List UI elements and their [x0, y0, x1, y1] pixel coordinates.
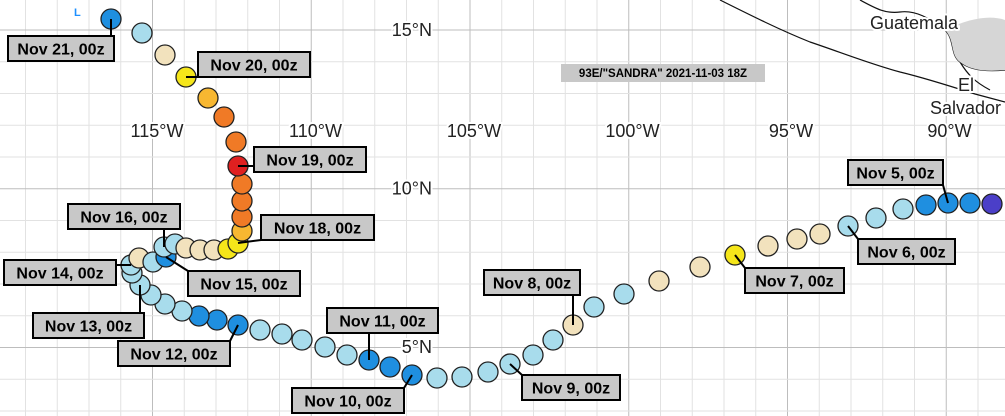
track-label: Nov 13, 00z: [45, 319, 132, 336]
track-point: [314, 336, 336, 358]
track-point: [542, 329, 564, 351]
track-point: [225, 131, 247, 153]
track-label: Nov 18, 00z: [274, 221, 361, 238]
label-box: [7, 35, 115, 62]
track-label: Nov 9, 00z: [532, 381, 610, 398]
label-box: [117, 340, 231, 367]
track-point: [451, 366, 473, 388]
track-point: [915, 194, 937, 216]
longitude-label: 100°W: [605, 121, 659, 141]
leader-line: [734, 254, 746, 269]
track-label: Nov 10, 00z: [304, 394, 391, 411]
track-label: Nov 8, 00z: [493, 276, 571, 293]
track-point: [197, 87, 219, 109]
track-label: Nov 14, 00z: [16, 266, 103, 283]
land: [945, 17, 1005, 71]
label-box: [32, 312, 145, 339]
track-point: [892, 198, 914, 220]
track-point: [379, 356, 401, 378]
label-box: [3, 259, 117, 286]
border: [959, 61, 991, 91]
track-point: [271, 323, 293, 345]
longitude-label: 115°W: [131, 121, 184, 141]
track-point: [426, 367, 448, 389]
track-label: Nov 7, 00z: [755, 274, 833, 291]
track-label: Nov 16, 00z: [80, 210, 167, 227]
track-labels: Nov 21, 00z Nov 20, 00z Nov 19, 00z Nov 18,…: [3, 19, 956, 414]
track-point: [583, 296, 605, 318]
track-point: [522, 344, 544, 366]
land-shading: [945, 17, 1005, 71]
longitude-label: 95°W: [769, 121, 813, 141]
track-label: Nov 19, 00z: [266, 153, 353, 170]
track-label: Nov 21, 00z: [17, 42, 104, 59]
label-box: [483, 269, 581, 296]
track-label: Nov 12, 00z: [130, 347, 217, 364]
track-point: [213, 106, 235, 128]
leader-line: [165, 256, 189, 272]
coastline: [719, 0, 1005, 103]
track-point: [959, 192, 981, 214]
track-label: Nov 15, 00z: [200, 277, 287, 294]
leader-line: [237, 239, 262, 244]
track-point: [981, 193, 1003, 215]
title-box: 93E/"SANDRA" 2021-11-03 18Z: [561, 64, 765, 82]
track-label: Nov 20, 00z: [210, 58, 297, 75]
country-label: El: [958, 75, 974, 95]
track-point: [249, 319, 271, 341]
longitude-label: 105°W: [447, 121, 501, 141]
label-box: [260, 214, 375, 241]
label-box: [521, 374, 621, 401]
leader-line: [509, 363, 523, 376]
track-point: [206, 309, 228, 331]
label-box: [197, 51, 311, 78]
leader-line: [229, 324, 239, 342]
track-point: [154, 44, 176, 66]
label-box: [187, 270, 301, 297]
latitude-label: 5°N: [402, 337, 432, 357]
label-box: [326, 307, 439, 334]
geo-labels: 15°N 10°N 5°N 115°W 110°W 105°W 100°W 95°W 90°W G…: [129, 11, 1003, 359]
track-label: Nov 6, 00z: [867, 245, 945, 262]
country-label: Salvador: [930, 98, 1001, 118]
latitude-label: 15°N: [392, 20, 432, 40]
track-point: [786, 228, 808, 250]
track-label: Nov 5, 00z: [856, 166, 934, 183]
track-point: [865, 207, 887, 229]
track-point: [477, 361, 499, 383]
title: 93E/"SANDRA" 2021-11-03 18Z: [579, 68, 747, 80]
label-box: [67, 203, 181, 230]
label-box: [253, 146, 367, 173]
track-point: [336, 344, 358, 366]
label-box: [847, 159, 944, 186]
title-background: [561, 64, 765, 82]
track-label: Nov 11, 00z: [339, 314, 425, 331]
longitude-label: 110°W: [289, 121, 342, 141]
label-box: [291, 387, 405, 414]
label-box: [857, 238, 956, 265]
leader-line: [403, 374, 413, 389]
track-point: [291, 329, 313, 351]
leader-line: [847, 225, 859, 240]
track-point: [613, 283, 635, 305]
leader-line: [942, 184, 949, 204]
latitude-label: 10°N: [392, 179, 432, 199]
track-point: [231, 173, 253, 195]
low-marker: L: [74, 7, 81, 19]
country-label: Guatemala: [870, 13, 959, 33]
track-point: [809, 223, 831, 245]
track-point: [757, 235, 779, 257]
track-point: [648, 270, 670, 292]
label-box: [744, 267, 845, 294]
track-point: [689, 256, 711, 278]
longitude-label: 90°W: [927, 121, 971, 141]
track-point: [131, 22, 153, 44]
